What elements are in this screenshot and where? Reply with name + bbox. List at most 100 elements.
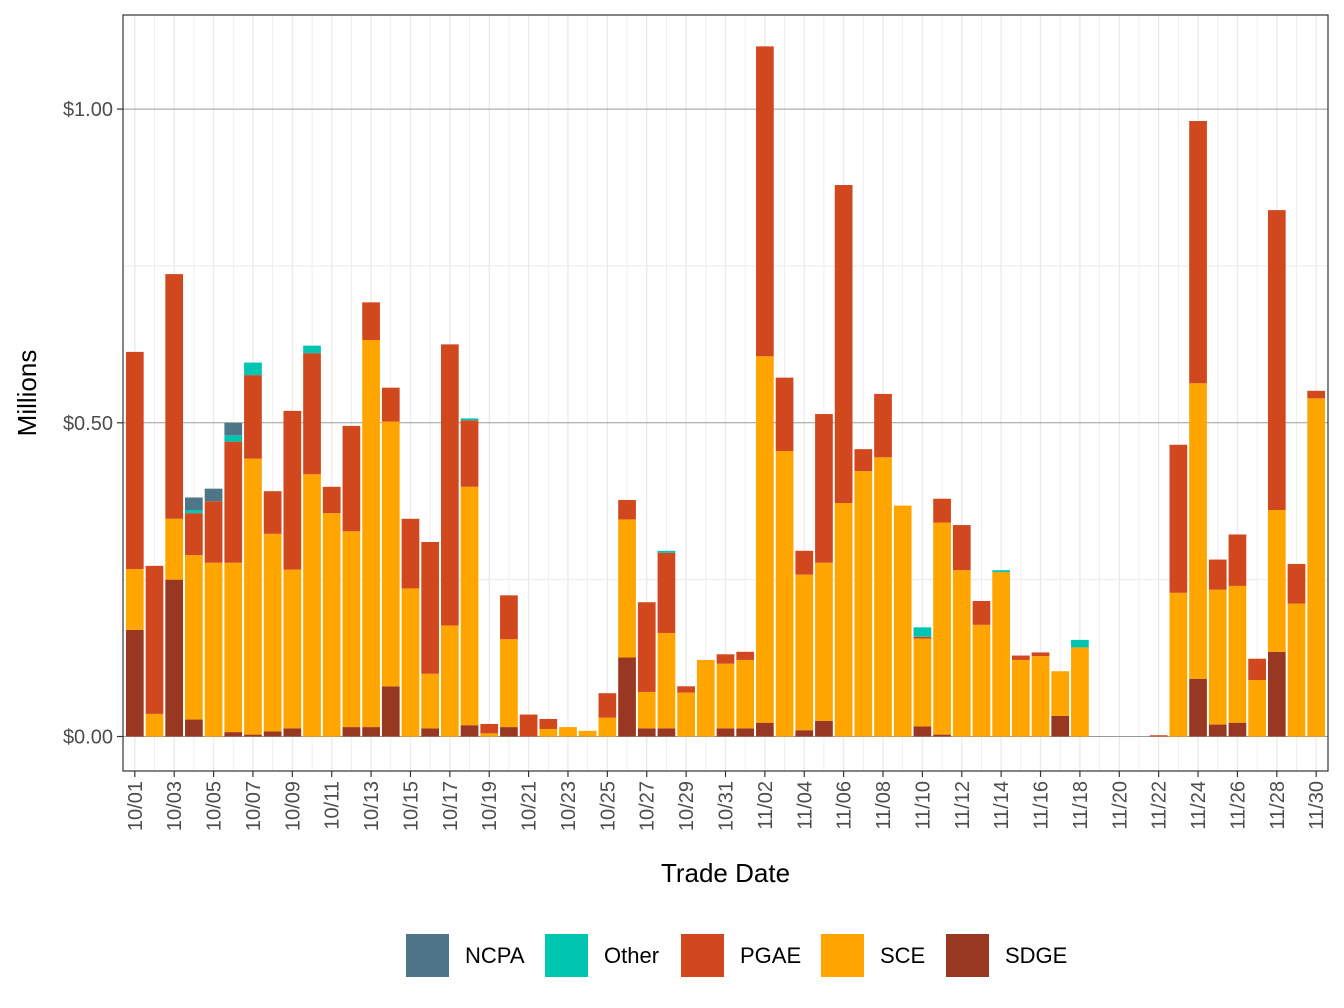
bar-segment-sdge <box>795 730 814 737</box>
bar-segment-sce <box>637 691 656 729</box>
bar-segment-pgae <box>401 518 420 589</box>
bar-segment-pgae <box>480 723 499 734</box>
x-tick-label: 11/04 <box>794 781 816 830</box>
bar-segment-sdge <box>913 726 932 737</box>
bar-segment-pgae <box>795 550 814 575</box>
bar-segment-pgae <box>500 595 518 640</box>
bar-segment-pgae <box>618 499 636 520</box>
bar-stack <box>401 518 420 737</box>
bar-stack <box>204 488 223 737</box>
legend-label: Other <box>604 943 659 968</box>
x-tick-label: 11/28 <box>1267 781 1289 830</box>
bar-stack <box>1267 210 1286 737</box>
legend-item-ncpa: NCPA <box>406 934 525 977</box>
bar-stack <box>342 425 361 737</box>
bar-segment-ncpa <box>185 497 203 511</box>
bar-segment-sce <box>578 730 597 737</box>
bar-stack <box>1287 563 1306 737</box>
legend: NCPA Other PGAE SCE SDGE <box>406 934 1067 977</box>
bar-segment-other <box>244 362 262 376</box>
bar-segment-other <box>657 550 676 553</box>
legend-label: SCE <box>880 943 925 968</box>
bar-stack <box>1071 639 1089 737</box>
x-tick-label: 10/31 <box>716 781 738 831</box>
bar-stack <box>539 718 558 737</box>
bar-segment-other <box>992 570 1011 573</box>
y-axis: $0.00 $0.50 $1.00 <box>63 99 123 748</box>
legend-swatch <box>681 934 724 977</box>
bar-stacks <box>125 46 1326 737</box>
bar-segment-sdge <box>185 719 203 737</box>
bar-segment-sdge <box>224 732 243 737</box>
bar-segment-pgae <box>1287 563 1306 604</box>
bar-segment-sdge <box>933 734 951 737</box>
legend-swatch <box>406 934 449 977</box>
bar-segment-sce <box>874 457 892 737</box>
bar-segment-sdge <box>283 728 302 737</box>
bar-segment-sce <box>224 562 243 733</box>
bar-segment-sce <box>1051 671 1070 716</box>
bar-segment-pgae <box>224 441 243 563</box>
bar-segment-sce <box>440 625 459 737</box>
bar-segment-other <box>303 345 321 354</box>
bar-stack <box>1228 534 1247 737</box>
bar-stack <box>933 498 951 737</box>
legend-item-sce: SCE <box>821 934 925 977</box>
bar-stack <box>440 344 459 737</box>
bar-stack <box>657 550 676 737</box>
bar-segment-sce <box>204 562 223 737</box>
bar-segment-sce <box>618 519 636 658</box>
y-tick-label: $1.00 <box>63 99 113 121</box>
bar-segment-sce <box>401 588 420 737</box>
legend-label: NCPA <box>465 943 525 968</box>
bar-stack <box>1307 390 1326 737</box>
x-tick-label: 11/10 <box>912 781 934 830</box>
bar-segment-other <box>1071 639 1089 648</box>
bar-segment-sce <box>952 570 971 737</box>
legend-item-pgae: PGAE <box>681 934 801 977</box>
bar-segment-sdge <box>421 728 440 737</box>
bar-segment-pgae <box>1228 534 1247 586</box>
bar-segment-sce <box>283 569 302 729</box>
bar-segment-pgae <box>677 686 695 693</box>
bar-stack <box>795 550 814 737</box>
bar-stack <box>913 627 932 737</box>
x-tick-label: 11/06 <box>834 781 856 830</box>
bar-segment-sce <box>1169 592 1188 737</box>
bar-segment-sdge <box>618 657 636 737</box>
x-tick-label: 11/16 <box>1031 781 1053 830</box>
bar-segment-sdge <box>815 720 833 737</box>
bar-segment-pgae <box>362 302 380 340</box>
bar-stack <box>421 542 440 737</box>
bar-segment-other <box>224 435 243 442</box>
x-tick-label: 10/17 <box>440 781 462 831</box>
bar-stack <box>775 377 794 737</box>
bar-segment-sce <box>834 503 853 737</box>
bar-stack <box>1011 655 1030 737</box>
bar-stack <box>283 410 302 737</box>
bar-segment-sce <box>854 471 873 737</box>
bar-segment-sce <box>460 486 479 726</box>
bar-segment-sce <box>657 632 676 729</box>
bar-stack <box>972 600 991 737</box>
bar-segment-pgae <box>145 565 164 714</box>
bar-segment-pgae <box>1031 652 1050 657</box>
bar-segment-pgae <box>598 693 617 718</box>
bar-stack <box>1031 652 1050 737</box>
x-tick-label: 11/24 <box>1188 781 1210 830</box>
x-tick-label: 10/27 <box>637 781 659 831</box>
bar-segment-pgae <box>952 525 971 571</box>
bar-segment-sce <box>1228 585 1247 723</box>
x-tick-label: 10/21 <box>519 781 541 831</box>
bar-segment-sce <box>795 574 814 731</box>
bar-stack <box>1169 444 1188 737</box>
bar-segment-pgae <box>874 393 892 458</box>
bar-segment-other <box>913 627 932 637</box>
bar-stack <box>578 730 597 737</box>
bar-segment-pgae <box>244 375 262 459</box>
bar-stack <box>756 46 774 737</box>
bar-segment-sce <box>381 421 400 687</box>
bar-stack <box>362 302 380 737</box>
bar-segment-pgae <box>933 498 951 523</box>
